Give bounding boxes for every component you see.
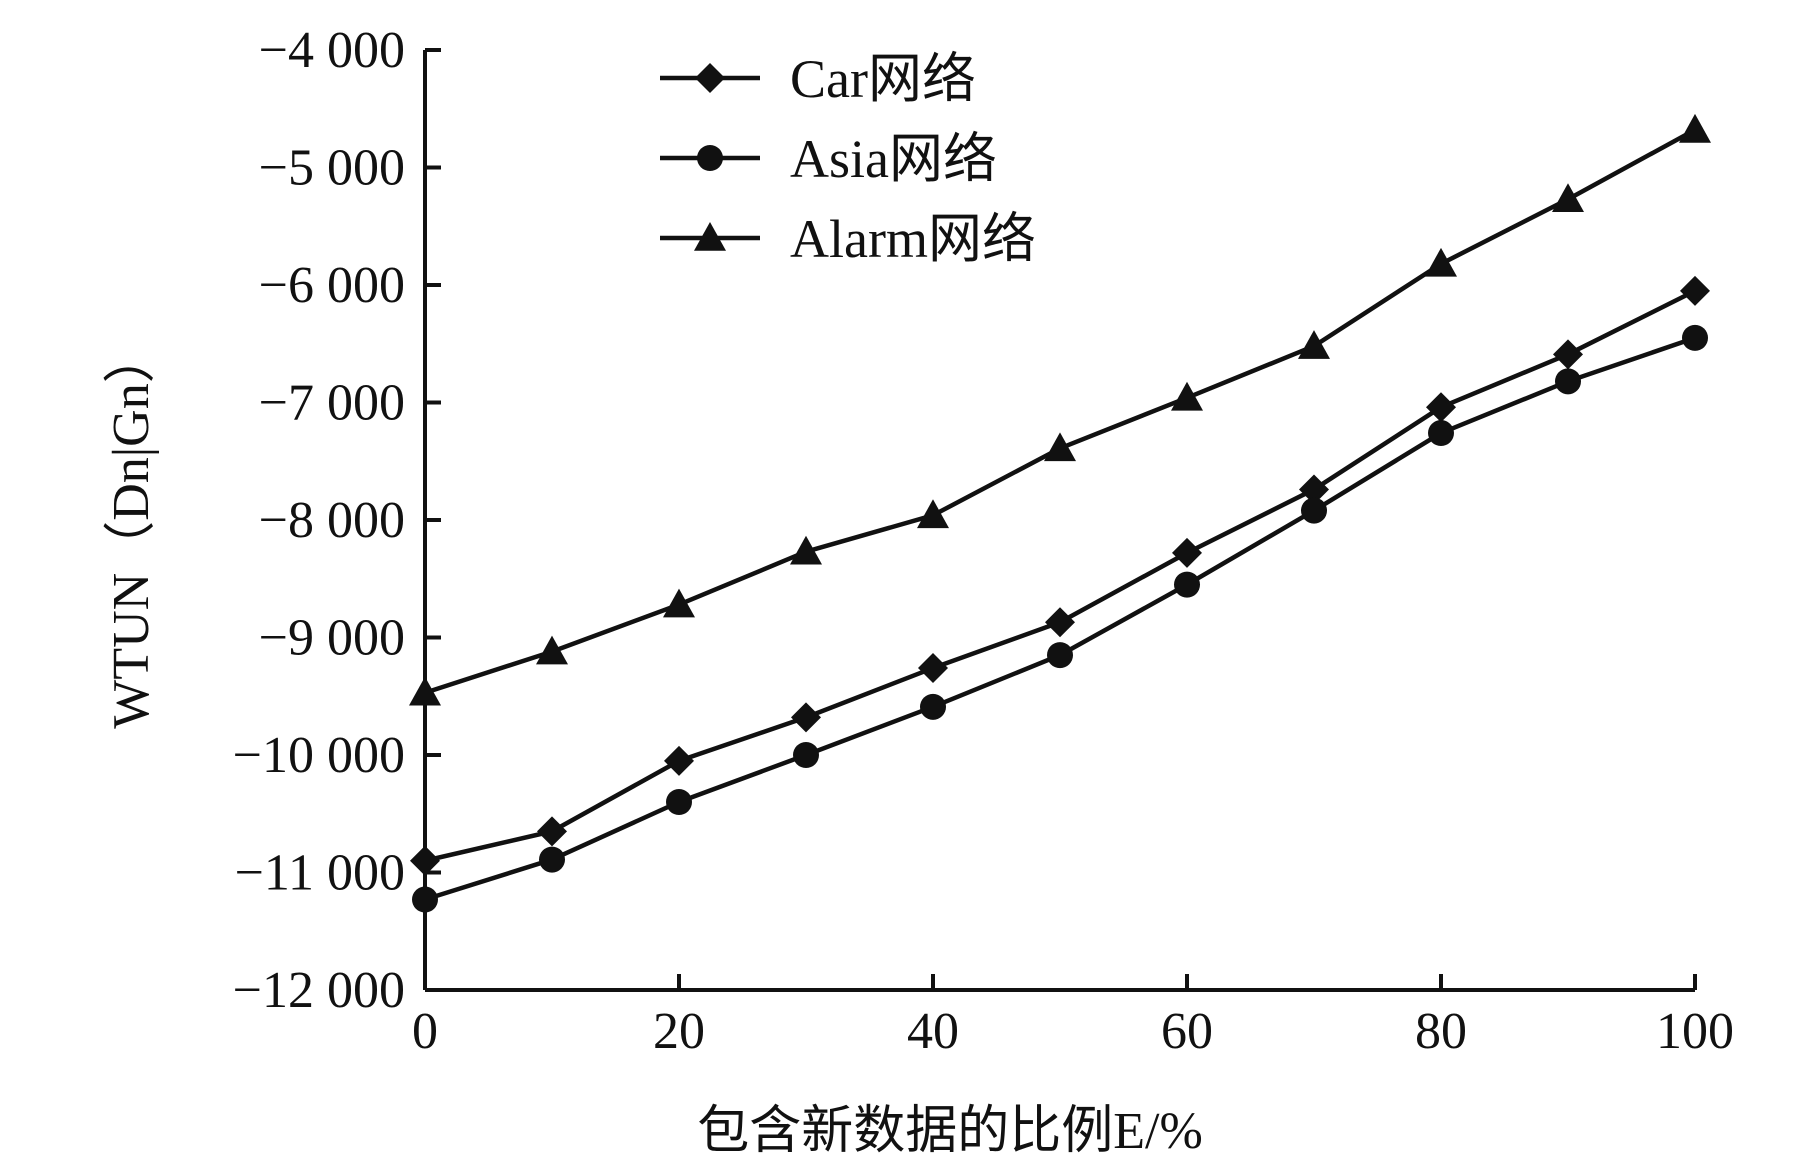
- data-point-triangle: [409, 676, 441, 706]
- y-ticks: −4 000 −5 000 −6 000 −7 000 −8 000 −9 000 −10 …: [233, 22, 441, 1019]
- data-point-diamond: [410, 845, 440, 876]
- y-tick-label: −12 000: [233, 962, 405, 1019]
- legend-marker-circle: [697, 145, 723, 171]
- legend: Car网络 Asia网络 Alarm网络: [660, 49, 1036, 269]
- x-axis-title: 包含新数据的比例E/%: [697, 1103, 1203, 1160]
- data-point-triangle: [1044, 432, 1076, 462]
- data-point-diamond: [1426, 392, 1456, 423]
- y-tick-label: −8 000: [259, 492, 405, 549]
- x-tick-label: 0: [412, 1003, 438, 1060]
- data-point-circle: [1301, 497, 1327, 524]
- data-point-circle: [1174, 571, 1200, 598]
- x-tick-label: 40: [907, 1003, 959, 1060]
- data-point-circle: [1682, 324, 1708, 351]
- data-point-triangle: [1171, 381, 1203, 411]
- data-point-circle: [920, 693, 946, 720]
- data-point-circle: [412, 886, 438, 913]
- series-triangle: [409, 113, 1711, 706]
- data-point-diamond: [537, 816, 567, 847]
- axes: [423, 50, 1695, 992]
- data-point-diamond: [1299, 474, 1329, 505]
- series-diamond: [410, 275, 1710, 876]
- data-point-triangle: [917, 499, 949, 529]
- data-point-triangle: [1679, 113, 1711, 143]
- legend-item: Car网络: [660, 49, 976, 109]
- x-tick-label: 80: [1415, 1003, 1467, 1060]
- y-tick-label: −7 000: [259, 375, 405, 432]
- x-tick-label: 20: [653, 1003, 705, 1060]
- y-tick-label: −5 000: [259, 140, 405, 197]
- y-tick-label: −10 000: [233, 727, 405, 784]
- y-tick-label: −4 000: [259, 22, 405, 79]
- x-tick-label: 100: [1656, 1003, 1734, 1060]
- legend-label: Asia网络: [790, 129, 997, 189]
- series-circle: [412, 324, 1708, 913]
- data-point-circle: [539, 846, 565, 873]
- y-axis-title: WTUN（Dn|Gn）: [103, 331, 160, 728]
- series-line-diamond: [424, 288, 1697, 863]
- data-point-diamond: [918, 653, 948, 684]
- x-tick-label: 60: [1161, 1003, 1213, 1060]
- data-point-triangle: [1298, 330, 1330, 359]
- y-tick-label: −11 000: [235, 845, 405, 902]
- y-tick-label: −6 000: [259, 257, 405, 314]
- legend-label: Alarm网络: [790, 209, 1036, 269]
- data-point-triangle: [1552, 183, 1584, 213]
- data-point-diamond: [1680, 275, 1710, 306]
- data-point-triangle: [663, 588, 695, 618]
- legend-label: Car网络: [790, 49, 976, 109]
- series-layer: [409, 113, 1711, 913]
- data-point-diamond: [791, 702, 821, 733]
- data-point-triangle: [536, 635, 568, 665]
- data-point-circle: [1428, 420, 1454, 447]
- data-point-circle: [666, 789, 692, 815]
- legend-item: Asia网络: [660, 129, 997, 189]
- data-point-diamond: [1045, 607, 1075, 638]
- legend-marker-triangle: [694, 222, 726, 251]
- data-point-triangle: [1425, 247, 1457, 277]
- data-point-circle: [1047, 642, 1073, 669]
- legend-marker-diamond: [695, 63, 725, 93]
- data-point-diamond: [1553, 339, 1583, 370]
- y-tick-label: −9 000: [259, 610, 405, 667]
- data-point-circle: [1555, 368, 1581, 395]
- x-ticks: 0 20 40 60 80 100: [412, 974, 1734, 1060]
- legend-item: Alarm网络: [660, 209, 1036, 269]
- data-point-triangle: [790, 535, 822, 565]
- data-point-diamond: [664, 745, 694, 776]
- data-point-circle: [793, 742, 819, 768]
- data-point-diamond: [1172, 537, 1202, 568]
